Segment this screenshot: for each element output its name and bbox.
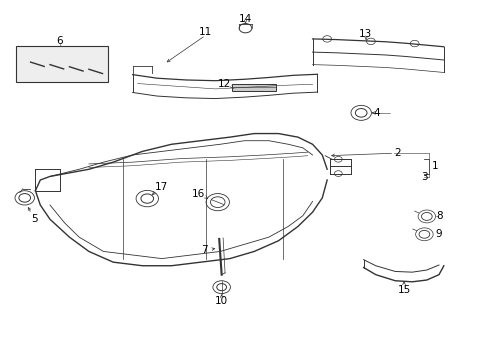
Text: 13: 13: [358, 28, 371, 39]
Text: 12: 12: [217, 79, 230, 89]
Bar: [232, 84, 276, 91]
Text: 15: 15: [397, 285, 410, 295]
Text: 2: 2: [393, 148, 400, 158]
Text: 17: 17: [155, 182, 168, 192]
Circle shape: [421, 212, 431, 220]
Circle shape: [210, 197, 224, 207]
Text: 11: 11: [199, 27, 212, 37]
Text: 8: 8: [436, 211, 442, 221]
Circle shape: [216, 284, 226, 291]
Text: 5: 5: [31, 214, 38, 224]
Text: 3: 3: [420, 172, 427, 182]
Text: 6: 6: [56, 36, 63, 46]
Circle shape: [355, 109, 366, 117]
Text: 7: 7: [201, 245, 207, 255]
Text: 4: 4: [372, 108, 379, 118]
Text: 14: 14: [238, 14, 252, 24]
Text: 10: 10: [215, 296, 228, 306]
Bar: [16, 46, 108, 82]
Text: 1: 1: [431, 161, 438, 171]
Text: 9: 9: [435, 229, 442, 239]
Circle shape: [418, 230, 429, 238]
Text: 16: 16: [191, 189, 204, 199]
Circle shape: [19, 194, 30, 202]
Circle shape: [141, 194, 153, 203]
